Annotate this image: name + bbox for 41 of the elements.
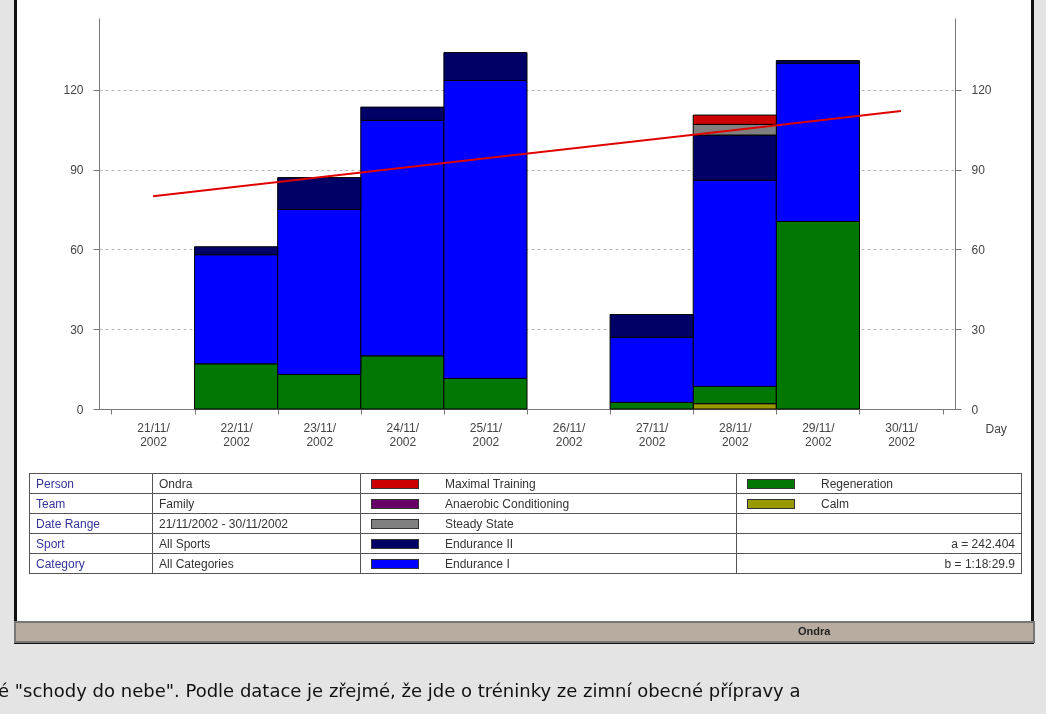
- text: Category: [29, 553, 153, 574]
- text: All Sports: [152, 533, 361, 554]
- x-tick-label: 25/11/2002: [469, 420, 503, 449]
- y2-tick-label: 120: [971, 83, 992, 98]
- y-tick-label: 60: [70, 242, 84, 257]
- legend-label: Calm: [736, 493, 1022, 514]
- y2-tick-label: 60: [971, 242, 986, 257]
- text: Ondra: [798, 625, 831, 637]
- legend-label: Endurance I: [360, 553, 737, 574]
- text: Team: [29, 493, 153, 514]
- y-tick-label: 90: [70, 163, 84, 178]
- text: Sport: [29, 533, 153, 554]
- text: 21/11/2002 - 30/11/2002: [152, 513, 361, 534]
- text: Family: [152, 493, 361, 514]
- x-tick-label: 26/11/2002: [552, 420, 586, 449]
- text: Date Range: [29, 513, 153, 534]
- x-tick-label: 30/11/2002: [885, 420, 919, 449]
- text: Person: [29, 473, 153, 494]
- legend-label: Regeneration: [736, 473, 1022, 494]
- x-tick-label: 23/11/2002: [303, 420, 337, 449]
- y-tick-label: 0: [76, 402, 84, 417]
- x-tick-label: 29/11/2002: [802, 420, 836, 449]
- y-tick-label: 30: [70, 322, 84, 337]
- x-tick-label: 21/11/2002: [137, 420, 171, 449]
- x-tick-label: 22/11/2002: [220, 420, 254, 449]
- text: a = 242.404: [736, 533, 1022, 554]
- x-tick-label: 28/11/2002: [719, 420, 753, 449]
- x-tick-label: 27/11/2002: [635, 420, 670, 449]
- text: All Categories: [152, 553, 361, 574]
- legend-label: Anaerobic Conditioning: [360, 493, 737, 514]
- legend-label: Endurance II: [360, 533, 737, 554]
- y2-tick-label: 90: [971, 163, 986, 178]
- text: Ondra: [152, 473, 361, 494]
- x-tick-label: 24/11/2002: [386, 420, 420, 449]
- x-axis-title: Day: [985, 421, 1007, 436]
- legend-label: Maximal Training: [360, 473, 737, 494]
- y2-tick-label: 0: [971, 402, 979, 417]
- legend-label: Steady State: [360, 513, 737, 534]
- y-tick-label: 120: [63, 83, 84, 98]
- y2-tick-label: 30: [971, 322, 986, 337]
- text: b = 1:18:29.9: [736, 553, 1022, 574]
